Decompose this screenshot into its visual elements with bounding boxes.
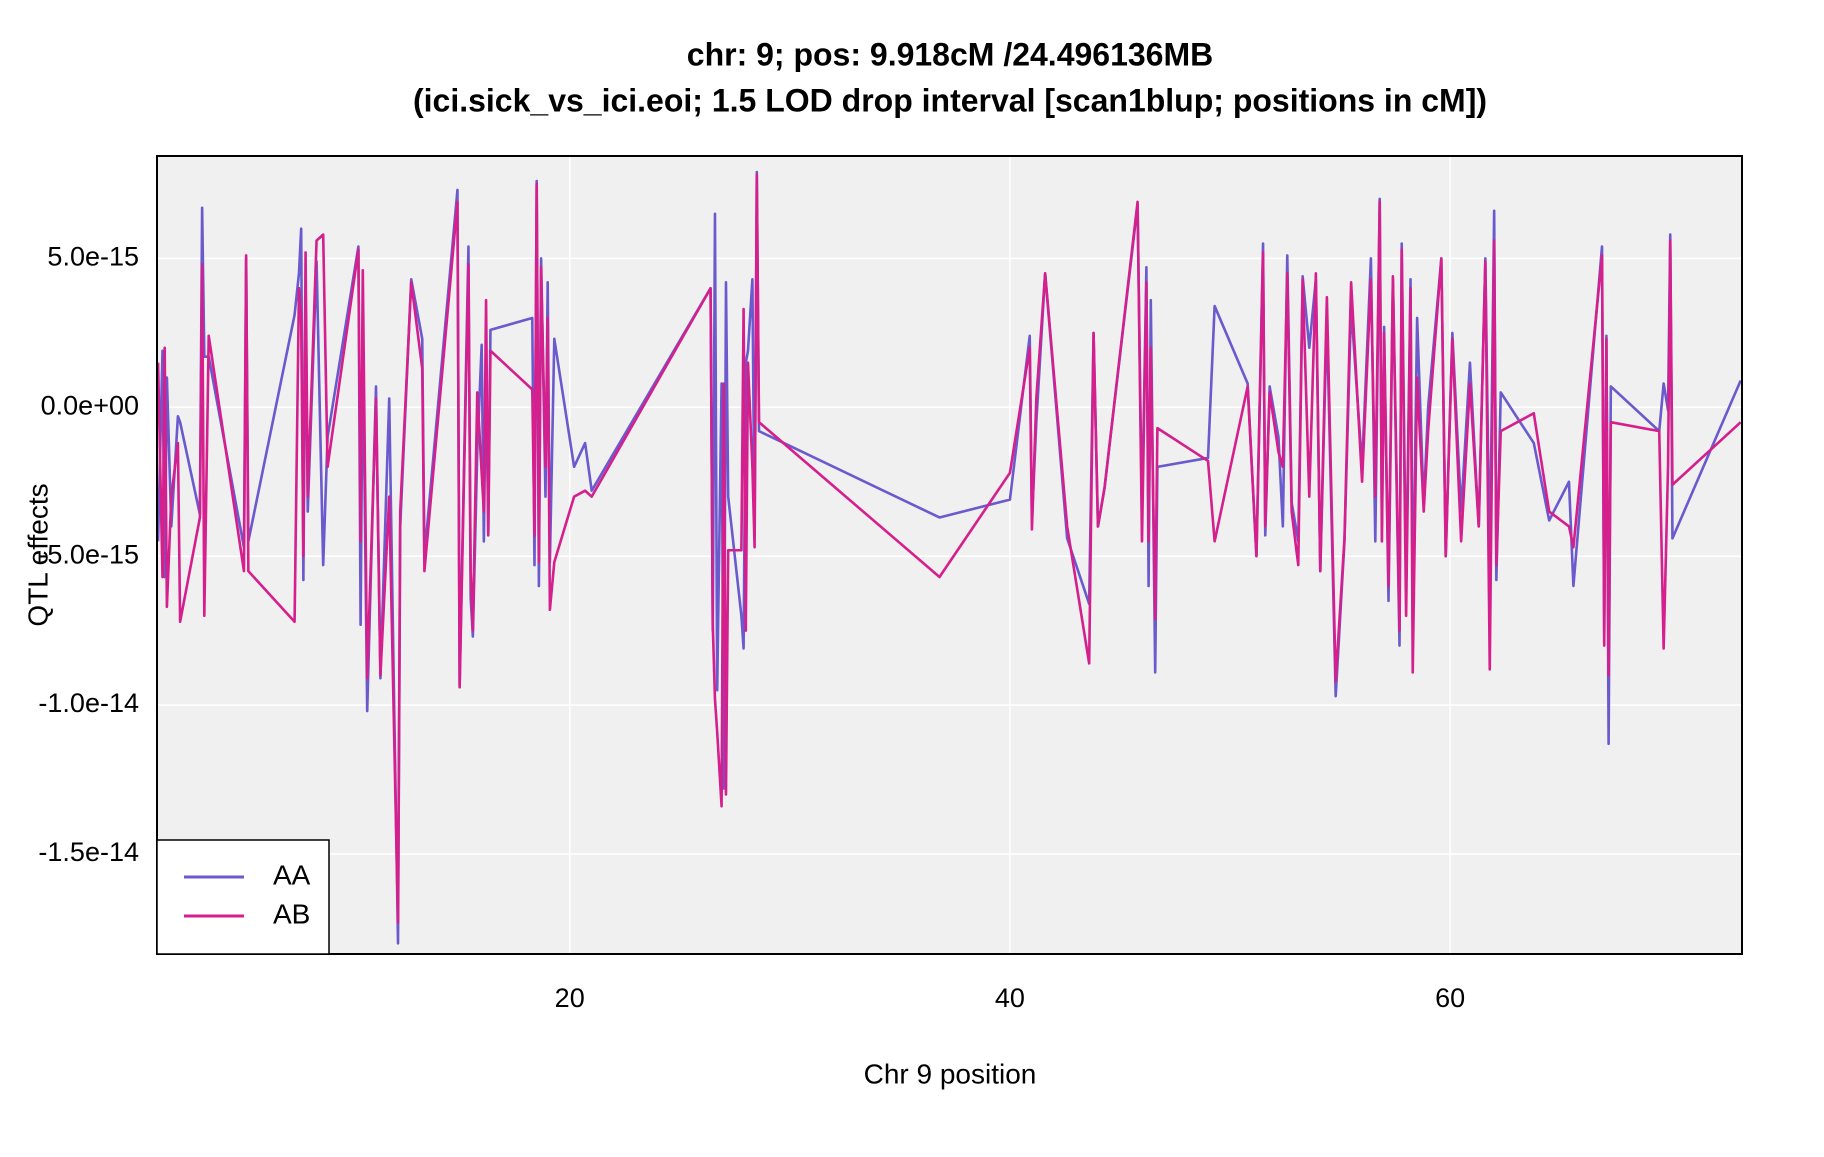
legend-label: AA — [273, 859, 311, 890]
y-tick-label: -5.0e-15 — [38, 539, 139, 569]
legend-label: AB — [273, 898, 310, 929]
y-tick-label: 5.0e-15 — [47, 242, 139, 272]
y-tick-label: 0.0e+00 — [41, 390, 139, 420]
x-tick-label: 40 — [995, 983, 1025, 1013]
x-axis-title: Chr 9 position — [864, 1058, 1037, 1089]
series-line — [157, 173, 1742, 924]
chart-subtitle: (ici.sick_vs_ici.eoi; 1.5 LOD drop inter… — [413, 82, 1487, 118]
y-tick-label: -1.5e-14 — [38, 837, 139, 867]
y-axis-title: QTL effects — [22, 483, 53, 626]
legend-box — [156, 839, 330, 955]
plot-background — [157, 156, 1742, 954]
plot-border — [156, 155, 1743, 955]
chart-title: chr: 9; pos: 9.918cM /24.496136MB — [687, 36, 1213, 72]
x-tick-label: 60 — [1435, 983, 1465, 1013]
x-tick-label: 20 — [555, 983, 585, 1013]
y-tick-label: -1.0e-14 — [38, 688, 139, 718]
